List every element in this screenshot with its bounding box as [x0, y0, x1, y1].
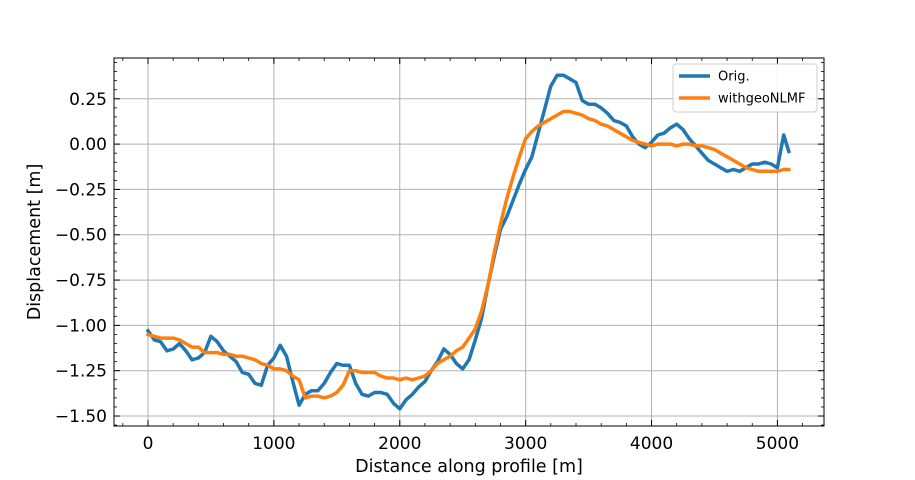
series-layer — [145, 73, 791, 411]
series-line-orig — [145, 73, 791, 411]
legend: Orig. withgeoNLMF — [672, 63, 818, 113]
y-tick-label: 0.00 — [69, 135, 107, 155]
x-tick-label: 4000 — [630, 434, 673, 454]
y-tick-label: −0.25 — [55, 180, 107, 200]
legend-label-withgeonlmf: withgeoNLMF — [718, 92, 805, 107]
series-line-withgeonlmf — [145, 109, 791, 400]
y-tick-label: −1.00 — [55, 316, 107, 336]
y-tick-label: 0.25 — [69, 90, 107, 110]
x-tick-label: 5000 — [756, 434, 799, 454]
legend-label-orig: Orig. — [718, 70, 750, 85]
x-tick-label: 2000 — [378, 434, 421, 454]
plot-frame — [113, 57, 825, 427]
grid-lines — [114, 58, 824, 426]
x-tick-label: 1000 — [252, 434, 295, 454]
x-tick-label: 0 — [143, 434, 154, 454]
y-axis-label: Displacement [m] — [25, 164, 45, 321]
plot-area — [114, 58, 824, 426]
y-tick-label: −0.75 — [55, 271, 107, 291]
y-tick-label: −0.50 — [55, 226, 107, 246]
tick-labels: 0 1000 2000 3000 4000 5000 −1.50 −1.25 −1.00 −0.7… — [55, 90, 799, 454]
x-tick-label: 3000 — [504, 434, 547, 454]
y-tick-label: −1.25 — [55, 362, 107, 382]
x-axis-label: Distance along profile [m] — [355, 457, 583, 477]
y-tick-label: −1.50 — [55, 407, 107, 427]
